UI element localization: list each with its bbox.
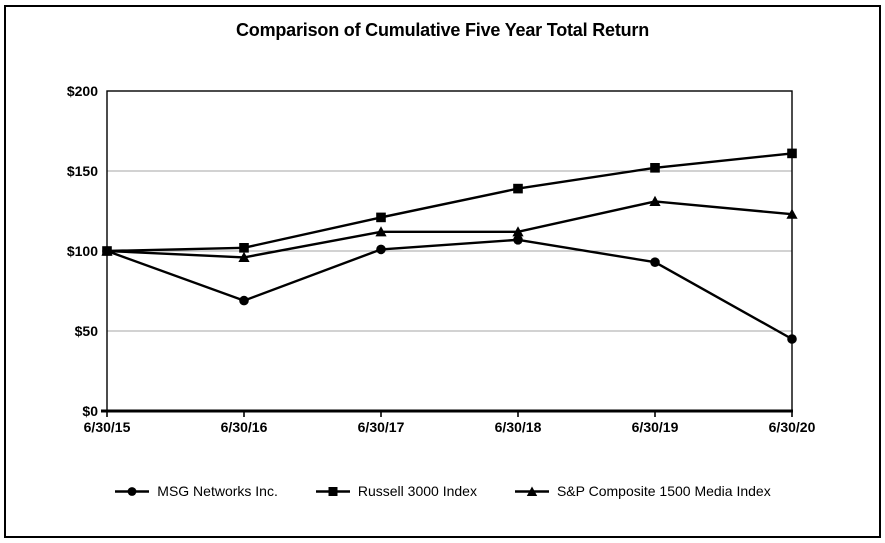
data-point-circle xyxy=(376,244,386,255)
data-point-square xyxy=(239,243,249,253)
series-line-triangle xyxy=(106,200,793,259)
data-point-circle xyxy=(513,235,523,245)
legend-circle-marker-icon xyxy=(115,486,150,496)
data-point-square xyxy=(787,148,797,159)
data-point-triangle xyxy=(238,251,250,262)
series-line-square xyxy=(106,152,793,253)
chart-title: Comparison of Cumulative Five Year Total… xyxy=(235,20,650,40)
chart-outer-border xyxy=(4,5,881,538)
legend-label-russell-3000: Russell 3000 Index xyxy=(357,483,477,499)
data-point-circle xyxy=(239,295,249,306)
y-tick-label: $0 xyxy=(82,403,98,419)
legend-label-msg-networks: MSG Networks Inc. xyxy=(157,483,278,499)
y-tick-label: $100 xyxy=(67,243,98,259)
x-tick-label: 6/30/20 xyxy=(769,419,816,435)
y-tick-label: $200 xyxy=(67,83,98,99)
data-point-triangle xyxy=(786,208,798,219)
x-tick-label: 6/30/19 xyxy=(632,419,679,435)
data-point-triangle xyxy=(101,245,113,256)
y-tick-label: $150 xyxy=(67,163,98,179)
y-tick-label: $50 xyxy=(75,323,99,339)
legend-label-sp-1500-media: S&P Composite 1500 Media Index xyxy=(556,483,771,499)
legend-square-marker-icon xyxy=(315,486,350,496)
x-tick-label: 6/30/15 xyxy=(84,419,131,435)
data-point-circle xyxy=(787,334,797,344)
legend-triangle-marker-icon xyxy=(514,486,549,496)
series-line-circle xyxy=(106,238,793,341)
x-tick-label: 6/30/17 xyxy=(358,419,405,435)
data-point-circle xyxy=(650,257,660,268)
data-point-square xyxy=(376,212,386,223)
data-point-square xyxy=(513,183,523,194)
legend-item-russell-3000: Russell 3000 Index xyxy=(315,483,477,499)
x-tick-label: 6/30/18 xyxy=(495,419,542,435)
data-point-triangle xyxy=(512,226,524,237)
data-point-square xyxy=(650,163,660,173)
legend-item-sp-1500-media: S&P Composite 1500 Media Index xyxy=(514,483,771,499)
x-tick-label: 6/30/16 xyxy=(221,419,268,435)
data-point-triangle xyxy=(649,195,661,206)
legend: MSG Networks Inc. Russell 3000 Index S&P… xyxy=(0,483,885,499)
plot-area: 6/30/15 6/30/16 6/30/17 6/30/18 6/30/19 6/30/… xyxy=(67,83,816,435)
data-point-triangle xyxy=(375,226,387,237)
legend-item-msg-networks: MSG Networks Inc. xyxy=(114,483,278,499)
